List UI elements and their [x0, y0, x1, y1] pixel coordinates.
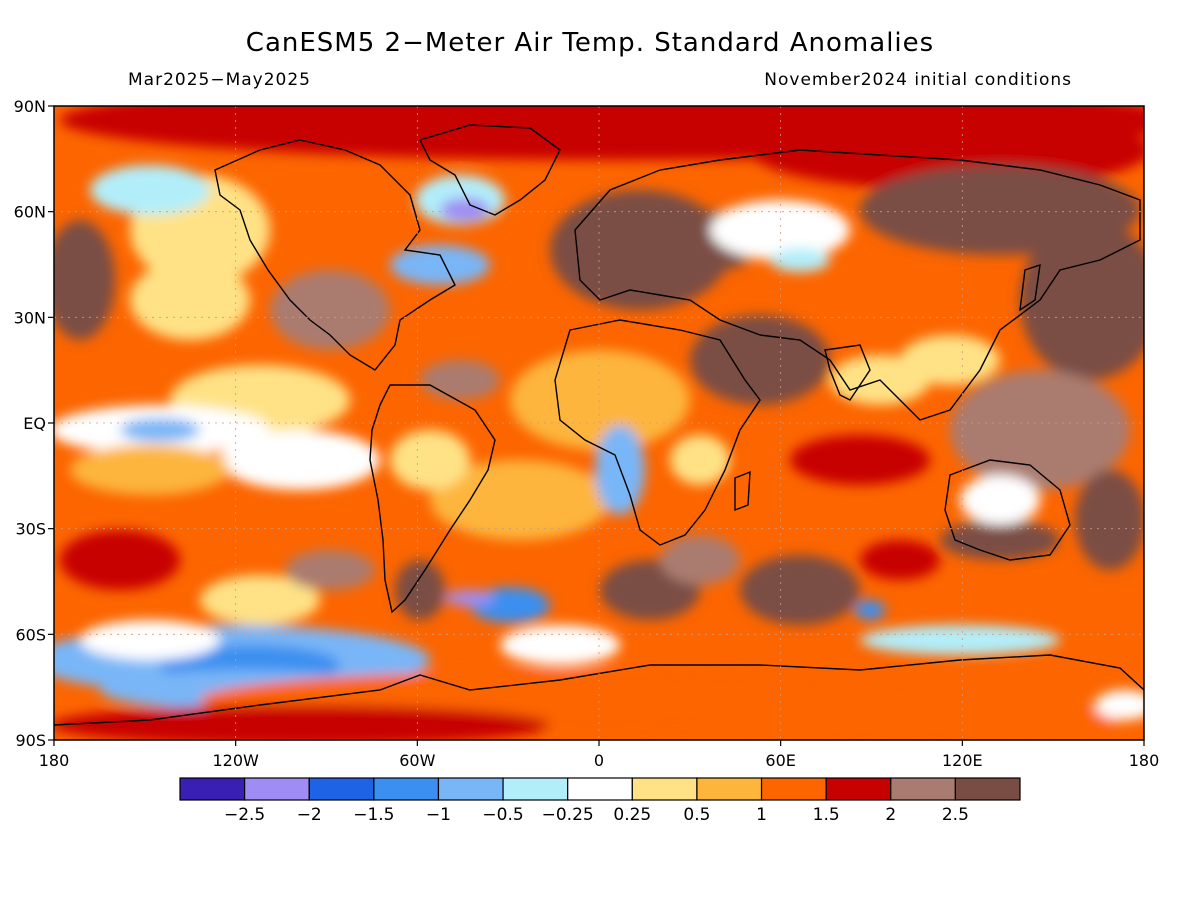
anomaly-region [680, 695, 1120, 740]
anomaly-region [860, 625, 1060, 655]
colorbar-swatch [954, 777, 1021, 801]
colorbar-swatch [760, 777, 827, 801]
forecast-period: Mar2025−May2025 [128, 70, 311, 90]
anomaly-region [710, 200, 850, 260]
anomaly-region [670, 435, 730, 485]
colorbar-label: 2 [885, 805, 896, 825]
lon-label: 120E [942, 751, 983, 770]
anomaly-region [690, 315, 830, 405]
anomaly-region [1020, 220, 1144, 380]
colorbar-swatch [179, 777, 246, 801]
colorbar-swatch [308, 777, 375, 801]
colorbar-swatch [890, 777, 956, 801]
anomaly-region [550, 190, 730, 310]
colorbar-label: −2.5 [224, 805, 265, 825]
colorbar-swatch [502, 777, 569, 801]
colorbar-label: −2 [297, 805, 322, 825]
anomaly-region [860, 540, 940, 580]
lat-label: 30S [15, 520, 46, 539]
lat-label: 90S [15, 731, 46, 750]
lat-label: 60N [14, 203, 46, 222]
anomaly-region [440, 198, 490, 222]
lon-label: 60W [399, 751, 435, 770]
anomaly-region [200, 575, 320, 625]
colorbar-swatch [244, 777, 310, 801]
colorbar-label: −0.5 [482, 805, 523, 825]
colorbar-label: 0.25 [613, 805, 651, 825]
lon-label: 180 [1129, 751, 1160, 770]
anomaly-region [790, 435, 930, 485]
lon-label: 0 [594, 751, 604, 770]
anomaly-region [445, 590, 495, 606]
anomaly-region [270, 270, 390, 350]
lon-label: 180 [39, 751, 70, 770]
colorbar-swatch [567, 777, 633, 801]
coastlines [54, 124, 1144, 726]
anomaly-region [960, 475, 1040, 525]
gridlines [54, 106, 1144, 740]
anomaly-region [54, 220, 115, 340]
anomaly-region [285, 550, 375, 590]
anomaly-region [430, 460, 610, 540]
anomaly-region [420, 360, 500, 400]
anomaly-region [500, 625, 620, 665]
colorbar-label: 2.5 [942, 805, 969, 825]
initial-conditions: November2024 initial conditions [764, 70, 1072, 90]
colorbar-label: −1.5 [353, 805, 394, 825]
lat-label: 60S [15, 625, 46, 644]
anomaly-region [390, 430, 470, 490]
lon-label: 60E [765, 751, 795, 770]
anomaly-region [940, 520, 1060, 560]
lat-label: 90N [14, 97, 46, 116]
anomaly-region [80, 620, 220, 660]
anomaly-region [900, 335, 1000, 385]
anomaly-region [1095, 690, 1144, 720]
anomaly-region [855, 600, 885, 620]
anomaly-region [120, 418, 200, 442]
anomaly-region [70, 445, 230, 495]
anomaly-region [660, 535, 740, 585]
colorbar-swatch [373, 777, 440, 801]
colorbar-swatch [696, 777, 763, 801]
anomaly-region [390, 245, 490, 285]
colorbar-label: 1.5 [813, 805, 840, 825]
anomaly-region [90, 165, 210, 215]
colorbar-swatch [825, 777, 892, 801]
lat-label: 30N [14, 308, 46, 327]
anomaly-region [395, 560, 445, 620]
colorbar-label: 1 [756, 805, 767, 825]
anomaly-region [54, 705, 550, 740]
anomaly-region [1075, 470, 1144, 570]
colorbar-swatch [631, 777, 698, 801]
colorbar-label: −1 [426, 805, 451, 825]
colorbar-label: −0.25 [542, 805, 594, 825]
lat-label: EQ [23, 414, 46, 433]
colorbar [179, 777, 1021, 801]
anomaly-region [220, 430, 380, 490]
anomaly-region [740, 555, 860, 625]
anomaly-region [770, 248, 830, 272]
map-title: CanESM5 2−Meter Air Temp. Standard Anoma… [245, 28, 935, 58]
anomaly-region [60, 530, 180, 590]
anomaly-region [510, 350, 690, 450]
anomaly-region [130, 260, 250, 340]
colorbar-swatch [437, 777, 504, 801]
colorbar-label: 0.5 [683, 805, 710, 825]
lon-label: 120W [212, 751, 259, 770]
anomaly-field [54, 106, 1144, 740]
